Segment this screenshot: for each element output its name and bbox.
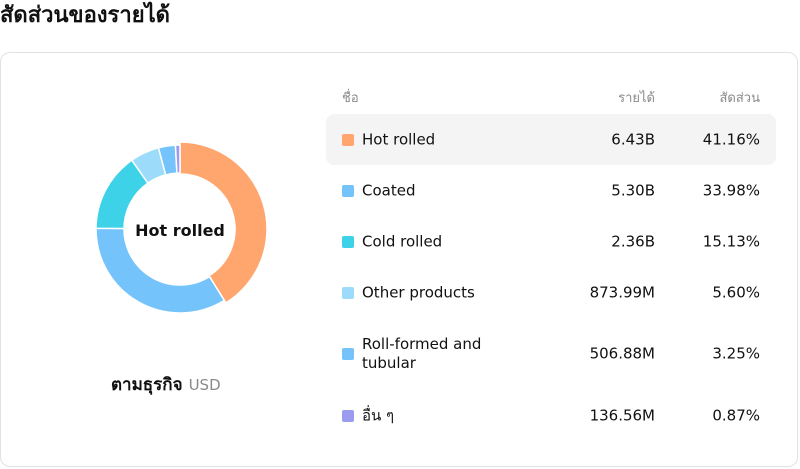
header-name: ชื่อ xyxy=(342,91,359,106)
table-row[interactable]: Coated 5.30B 33.98% xyxy=(326,165,776,216)
header-share: สัดส่วน xyxy=(719,91,761,106)
legend-swatch xyxy=(342,409,354,422)
row-revenue: 2.36B xyxy=(611,232,655,250)
row-share: 33.98% xyxy=(702,181,760,199)
row-name: Cold rolled xyxy=(362,232,443,250)
row-share: 5.60% xyxy=(712,283,760,301)
table-header: ชื่อ รายได้ สัดส่วน xyxy=(326,83,776,109)
subtitle-by-business: ตามธุรกิจ xyxy=(111,375,183,395)
chart-subtitle: ตามธุรกิจ USD xyxy=(111,373,221,397)
row-share: 15.13% xyxy=(702,232,760,250)
table-row[interactable]: อื่น ๆ 136.56M 0.87% xyxy=(326,390,776,441)
row-revenue: 5.30B xyxy=(611,181,655,199)
row-share: 0.87% xyxy=(712,406,760,424)
row-revenue: 873.99M xyxy=(589,283,655,301)
page-title: สัดส่วนของรายได้ xyxy=(0,3,170,28)
donut-slice-0[interactable] xyxy=(179,141,268,304)
table-row[interactable]: Other products 873.99M 5.60% xyxy=(326,267,776,318)
row-share: 3.25% xyxy=(712,344,760,363)
donut-center-label: Hot rolled xyxy=(135,221,225,240)
legend-swatch xyxy=(342,348,354,360)
row-revenue: 136.56M xyxy=(589,406,655,424)
table-row[interactable]: Cold rolled 2.36B 15.13% xyxy=(326,216,776,267)
row-revenue: 6.43B xyxy=(611,130,655,148)
legend-swatch xyxy=(342,133,354,146)
donut-chart xyxy=(95,141,268,314)
currency-unit: USD xyxy=(188,376,221,394)
legend-swatch xyxy=(342,235,354,248)
row-revenue: 506.88M xyxy=(589,344,655,363)
donut-slice-5[interactable] xyxy=(174,144,181,174)
row-name: Hot rolled xyxy=(362,130,436,148)
table-row[interactable]: Hot rolled 6.43B 41.16% xyxy=(326,114,776,165)
legend-swatch xyxy=(342,286,354,299)
legend-swatch xyxy=(342,184,354,197)
row-name: Coated xyxy=(362,181,416,199)
row-name: Other products xyxy=(362,283,475,301)
row-share: 41.16% xyxy=(702,130,760,148)
header-revenue: รายได้ xyxy=(618,91,655,106)
table-row[interactable]: Roll-formed and tubular 506.88M 3.25% xyxy=(326,318,776,390)
revenue-share-card: Hot rolled ตามธุรกิจ USD ชื่อ รายได้ สัดส… xyxy=(0,52,798,467)
row-name: Roll-formed and tubular xyxy=(362,335,482,372)
row-name: อื่น ๆ xyxy=(362,406,395,424)
